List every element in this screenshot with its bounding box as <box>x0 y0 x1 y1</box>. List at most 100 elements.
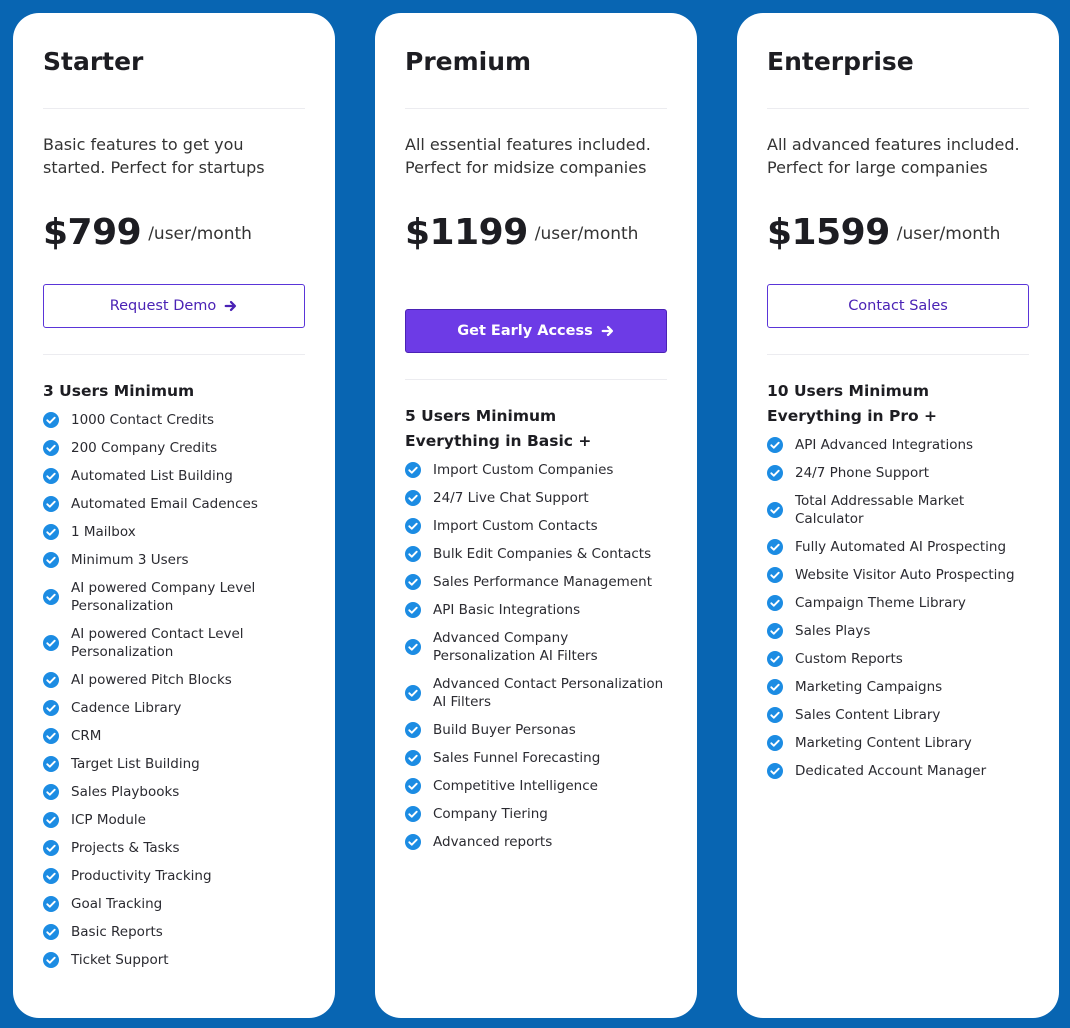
description-line: All essential features included. <box>405 135 651 154</box>
feature-item: Import Custom Contacts <box>405 512 667 540</box>
feature-item: Projects & Tasks <box>43 834 305 862</box>
feature-item: 24/7 Phone Support <box>767 459 1029 487</box>
minimum-line: 10 Users Minimum <box>767 382 929 400</box>
minimum: 5 Users Minimum Everything in Basic + <box>405 404 667 454</box>
minimum: 3 Users Minimum <box>43 379 305 404</box>
feature-item: Import Custom Companies <box>405 456 667 484</box>
feature-text: Advanced Company Personalization AI Filt… <box>433 630 598 664</box>
feature-text: AI powered Contact Level Personalization <box>71 626 244 660</box>
feature-text: Marketing Campaigns <box>795 679 943 695</box>
feature-text: Total Addressable Market Calculator <box>795 493 965 527</box>
feature-item: Goal Tracking <box>43 890 305 918</box>
check-icon <box>43 840 59 856</box>
feature-item: Total Addressable Market Calculator <box>767 487 1029 533</box>
feature-text: Ticket Support <box>71 952 169 968</box>
check-icon <box>405 462 421 478</box>
feature-text: Sales Funnel Forecasting <box>433 750 601 766</box>
feature-text: 1000 Contact Credits <box>71 412 215 428</box>
feature-item: Custom Reports <box>767 645 1029 673</box>
feature-text: Advanced Contact Personalization AI Filt… <box>433 676 664 710</box>
check-icon <box>767 763 783 779</box>
check-icon <box>405 778 421 794</box>
check-icon <box>767 437 783 453</box>
feature-item: Automated List Building <box>43 462 305 490</box>
check-icon <box>43 524 59 540</box>
description-line: started. Perfect for startups <box>43 158 265 177</box>
check-icon <box>43 552 59 568</box>
feature-text: Automated Email Cadences <box>71 496 258 512</box>
cta-button[interactable]: Request Demo <box>43 284 305 328</box>
price-row: $1599/user/month <box>767 210 1029 254</box>
check-icon <box>43 672 59 688</box>
feature-item: Website Visitor Auto Prospecting <box>767 561 1029 589</box>
feature-text: Sales Plays <box>795 623 871 639</box>
feature-text: Fully Automated AI Prospecting <box>795 539 1007 555</box>
feature-item: AI powered Pitch Blocks <box>43 666 305 694</box>
price: $799 <box>43 211 142 253</box>
feature-item: CRM <box>43 722 305 750</box>
feature-text: Target List Building <box>71 756 200 772</box>
feature-text: Sales Playbooks <box>71 784 180 800</box>
feature-text: Automated List Building <box>71 468 233 484</box>
cta-button[interactable]: Contact Sales <box>767 284 1029 328</box>
feature-list: API Advanced Integrations 24/7 Phone Supp… <box>767 431 1029 785</box>
check-icon <box>43 952 59 968</box>
feature-text: Advanced reports <box>433 834 553 850</box>
price: $1599 <box>767 211 890 253</box>
button-label: Request Demo <box>109 298 217 314</box>
check-icon <box>405 834 421 850</box>
divider <box>767 354 1029 355</box>
check-icon <box>405 518 421 534</box>
feature-item: Cadence Library <box>43 694 305 722</box>
feature-text: Marketing Content Library <box>795 735 972 751</box>
plan-card: Starter Basic features to get you started.… <box>13 13 335 1018</box>
plan-card: Enterprise All advanced features included… <box>737 13 1059 1018</box>
feature-text: Import Custom Contacts <box>433 518 598 534</box>
plan-description: All essential features included. Perfect … <box>405 133 667 179</box>
feature-item: Company Tiering <box>405 800 667 828</box>
feature-text: Website Visitor Auto Prospecting <box>795 567 1015 583</box>
plan-description: Basic features to get you started. Perfec… <box>43 133 305 179</box>
feature-text: Sales Content Library <box>795 707 941 723</box>
feature-item: Automated Email Cadences <box>43 490 305 518</box>
feature-text: Goal Tracking <box>71 896 163 912</box>
feature-item: Advanced Contact Personalization AI Filt… <box>405 670 667 716</box>
check-icon <box>43 700 59 716</box>
description-line: Perfect for midsize companies <box>405 158 647 177</box>
feature-item: Marketing Campaigns <box>767 673 1029 701</box>
check-icon <box>767 623 783 639</box>
feature-item: API Advanced Integrations <box>767 431 1029 459</box>
button-label: Contact Sales <box>848 298 948 314</box>
check-icon <box>405 602 421 618</box>
check-icon <box>767 567 783 583</box>
feature-text: Custom Reports <box>795 651 903 667</box>
price-period: /user/month <box>896 223 1001 244</box>
divider <box>43 108 305 109</box>
check-icon <box>43 496 59 512</box>
description-line: All advanced features included. <box>767 135 1020 154</box>
check-icon <box>43 589 59 605</box>
feature-item: API Basic Integrations <box>405 596 667 624</box>
check-icon <box>767 735 783 751</box>
check-icon <box>43 412 59 428</box>
feature-text: Sales Performance Management <box>433 574 652 590</box>
minimum-line: Everything in Pro + <box>767 407 938 425</box>
plan-name: Starter <box>43 47 144 76</box>
feature-item: Bulk Edit Companies & Contacts <box>405 540 667 568</box>
description-line: Perfect for large companies <box>767 158 988 177</box>
divider <box>405 108 667 109</box>
price: $1199 <box>405 211 528 253</box>
check-icon <box>405 639 421 655</box>
check-icon <box>405 806 421 822</box>
check-icon <box>405 574 421 590</box>
price-period: /user/month <box>534 223 639 244</box>
feature-text: 24/7 Phone Support <box>795 465 930 481</box>
feature-item: Competitive Intelligence <box>405 772 667 800</box>
cta-button[interactable]: Get Early Access <box>405 309 667 353</box>
feature-list: Import Custom Companies 24/7 Live Chat Su… <box>405 456 667 856</box>
feature-item: Sales Content Library <box>767 701 1029 729</box>
feature-text: CRM <box>71 728 102 744</box>
feature-text: Company Tiering <box>433 806 548 822</box>
feature-item: Sales Funnel Forecasting <box>405 744 667 772</box>
check-icon <box>43 756 59 772</box>
